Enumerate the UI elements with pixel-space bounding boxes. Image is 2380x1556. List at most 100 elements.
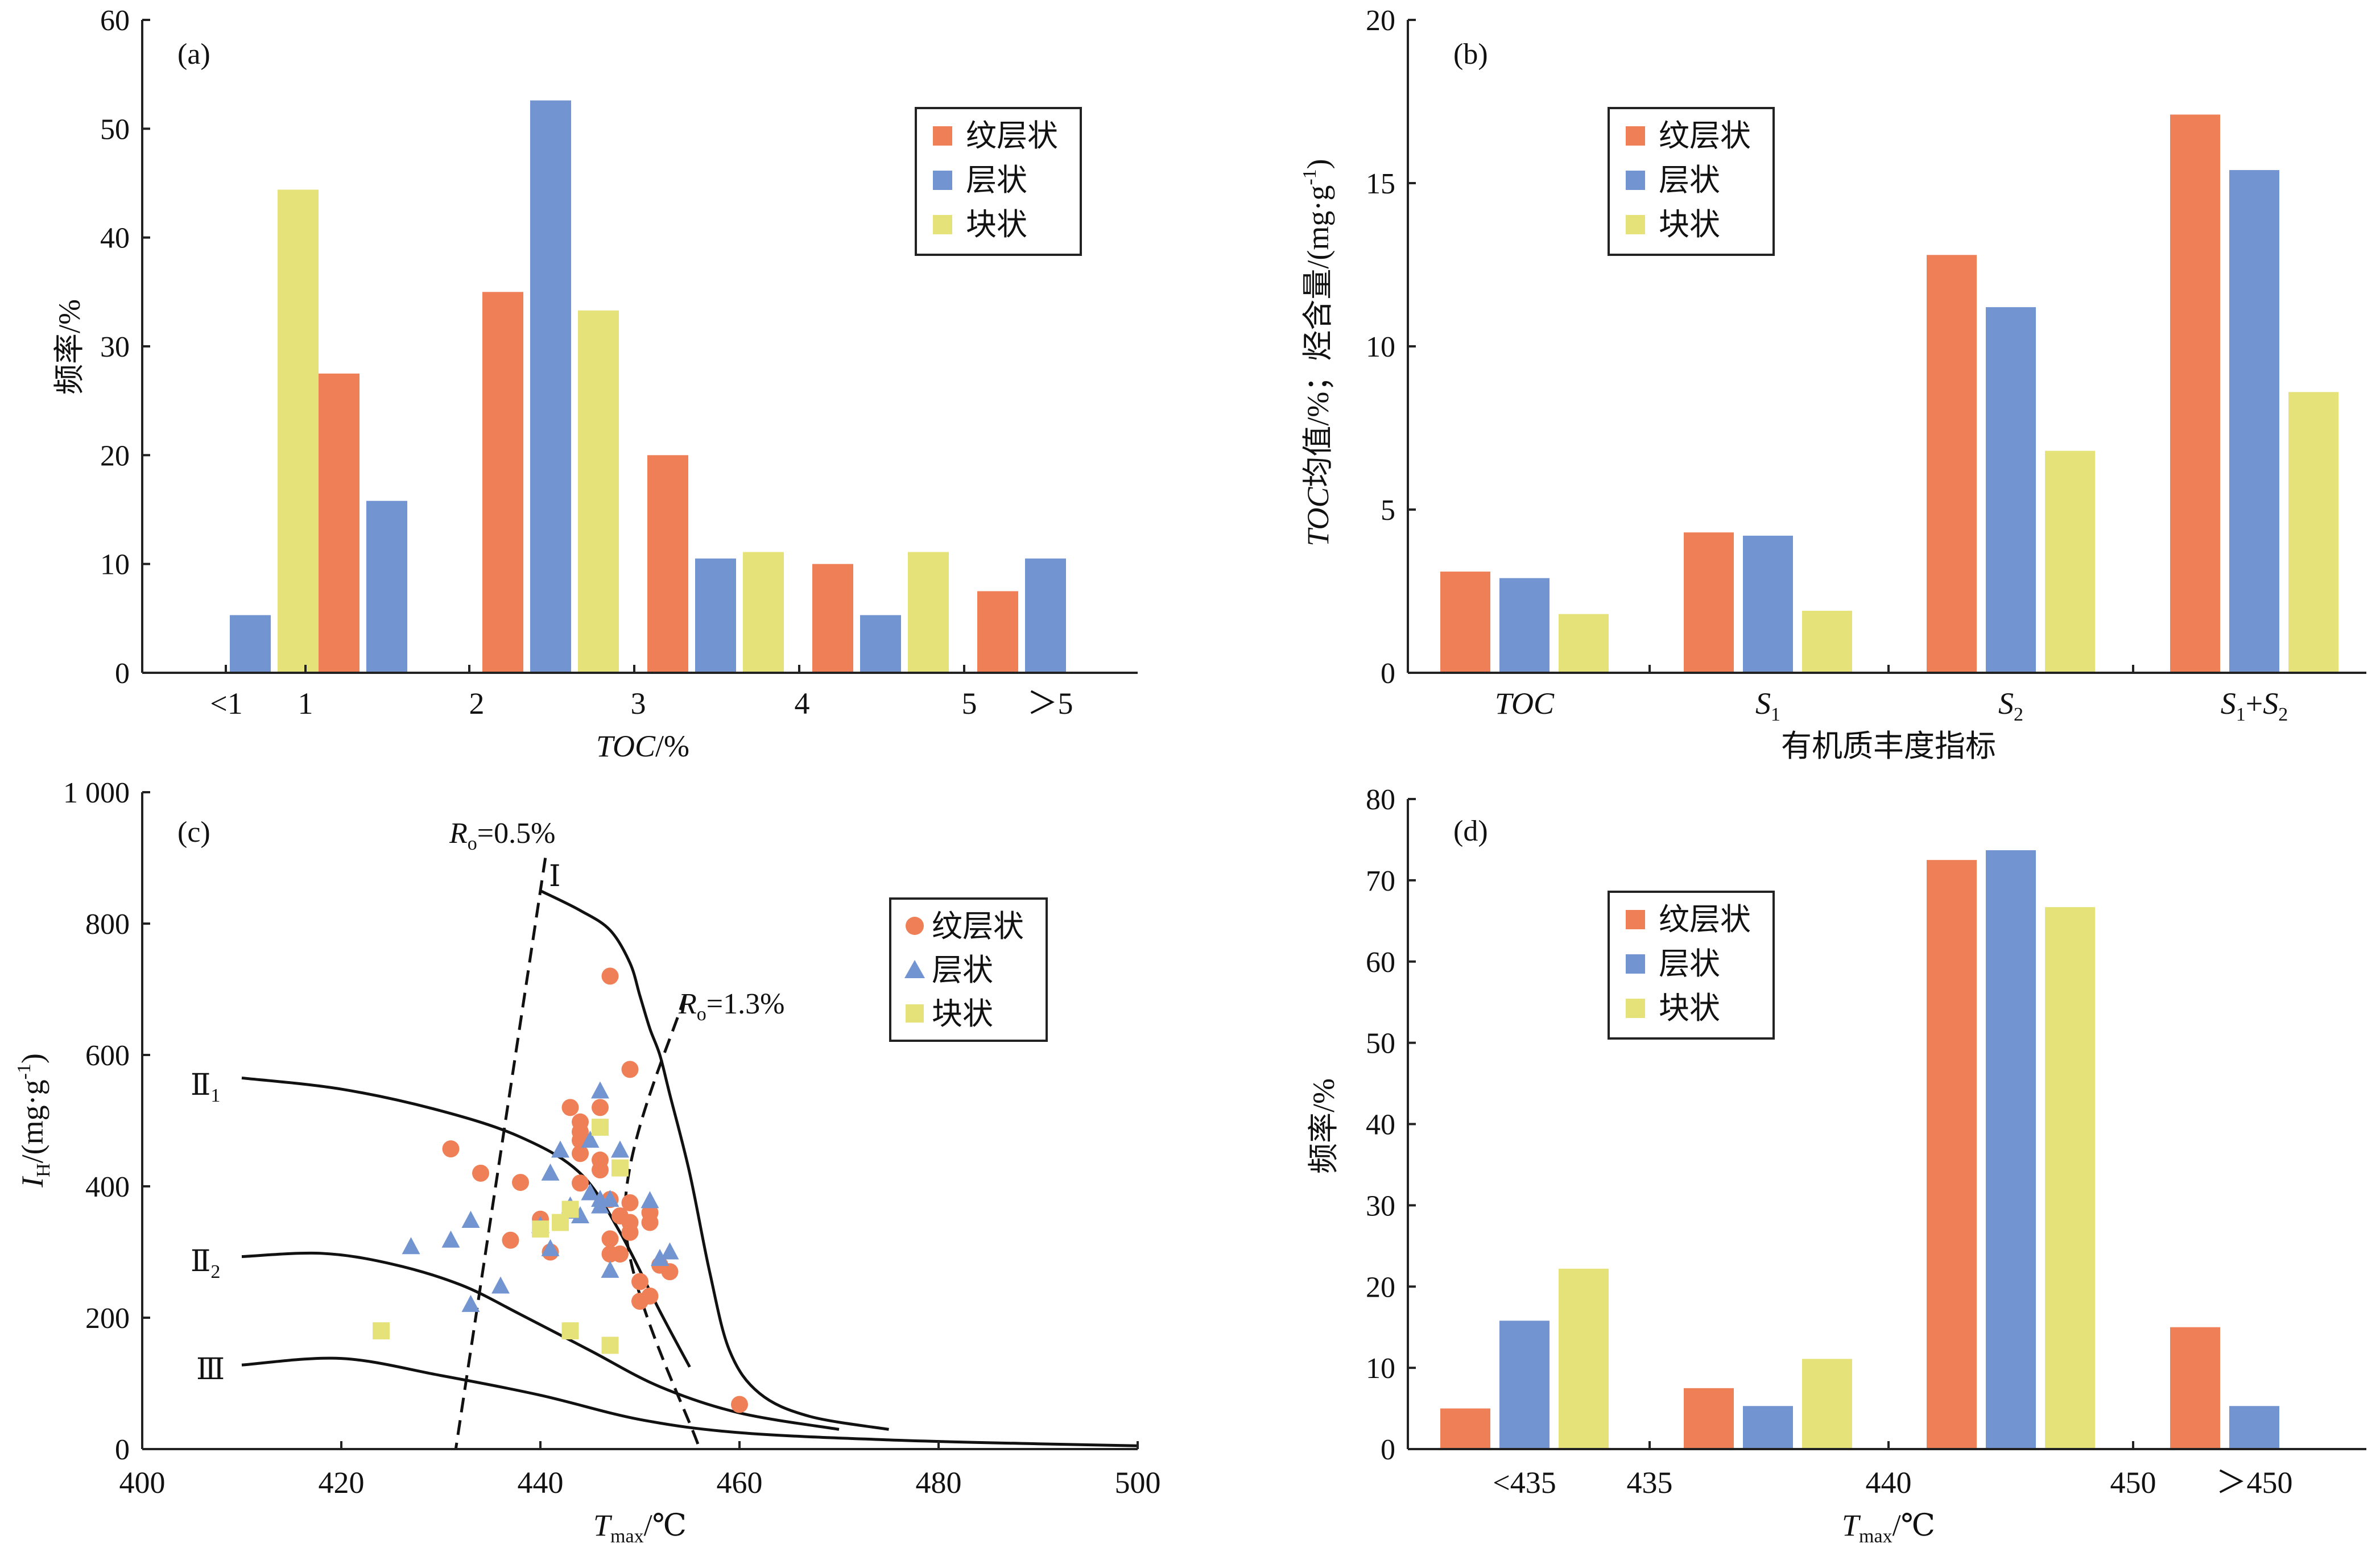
legend-marker-laminated: [906, 917, 924, 935]
panel-b-bar-laminated: [1684, 532, 1734, 673]
panel-c: 0 200 400 600 800 1 000 400 420 440 460 480 500 (c)…: [14, 777, 1161, 1547]
panel-d-bar-layered: [2229, 1406, 2279, 1449]
panel-a-y-tick-label: 20: [100, 440, 130, 472]
point-massive: [611, 1159, 629, 1177]
panel-c-x-tick-label: 440: [518, 1466, 564, 1500]
panel-c-x-tick-label: 500: [1115, 1466, 1161, 1500]
panel-a-y-tick-label: 60: [100, 5, 130, 37]
panel-d-label: (d): [1453, 815, 1488, 847]
ro-0.5-label: Ro=0.5%: [449, 817, 555, 854]
panel-a-bar-massive: [908, 552, 949, 673]
panel-c-y-axis-title: IH/(mg·g-1): [14, 1053, 54, 1188]
panel-d-y-tick-label: 50: [1366, 1028, 1395, 1060]
point-layered: [591, 1081, 609, 1099]
point-laminated: [601, 1230, 619, 1248]
panel-d-y-tick-label: 10: [1366, 1352, 1395, 1385]
type-i-curve: [539, 889, 889, 1431]
panel-d-x-tick-label: <435: [1493, 1466, 1556, 1500]
point-massive: [592, 1119, 609, 1136]
point-laminated: [601, 967, 619, 985]
ro-0.5-line: [454, 858, 547, 1449]
panel-c-y-tick-label: 800: [85, 908, 130, 941]
legend-swatch-laminated: [1626, 910, 1645, 929]
point-laminated: [592, 1099, 609, 1116]
panel-c-x-tick-label: 480: [916, 1466, 962, 1500]
point-laminated: [512, 1174, 529, 1191]
point-layered: [591, 1196, 609, 1214]
point-layered: [581, 1183, 600, 1201]
point-laminated: [731, 1396, 748, 1413]
point-layered: [581, 1131, 600, 1148]
panel-c-x-tick-label: 400: [119, 1466, 166, 1500]
panel-a-y-axis-title: 频率/%: [52, 299, 86, 395]
legend-label-layered: 层状: [932, 953, 993, 987]
point-laminated: [561, 1099, 579, 1116]
point-laminated: [502, 1231, 519, 1249]
legend-swatch-massive: [1626, 999, 1645, 1018]
panel-a-bar-laminated: [812, 564, 853, 673]
point-layered: [461, 1211, 480, 1228]
panel-c-y-tick-label: 0: [115, 1434, 130, 1466]
point-laminated: [641, 1287, 659, 1305]
legend-swatch-layered: [1626, 171, 1645, 190]
legend-marker-layered: [904, 960, 925, 978]
legend-label-laminated: 纹层状: [1659, 119, 1751, 153]
panel-a-bar-laminated: [647, 455, 688, 673]
panel-c-y-tick-label: 200: [85, 1302, 130, 1335]
panel-b-bar-massive: [1559, 614, 1609, 673]
point-layered: [601, 1190, 619, 1207]
panel-d-y-tick-label: 40: [1366, 1109, 1395, 1141]
legend-label-layered: 层状: [1659, 163, 1720, 197]
point-laminated: [621, 1223, 639, 1241]
point-layered: [571, 1206, 589, 1223]
ro-1.3-label: Ro=1.3%: [678, 988, 784, 1025]
panel-d-bar-massive: [2045, 907, 2095, 1449]
panel-b-bar-layered: [1986, 307, 2036, 673]
panel-b-bar-massive: [2288, 392, 2338, 673]
panel-a-bar-layered: [366, 500, 407, 673]
point-layered: [651, 1249, 669, 1267]
panel-b-y-tick-label: 0: [1381, 657, 1395, 690]
point-laminated: [592, 1161, 609, 1179]
category-label-toc: TOC: [1495, 686, 1555, 721]
panel-d-x-tick-label: ＞450: [2216, 1466, 2293, 1500]
legend-label-laminated: 纹层状: [1659, 903, 1751, 937]
panel-d-x-tick-label: 435: [1627, 1466, 1673, 1500]
point-layered: [491, 1276, 510, 1294]
point-layered: [551, 1140, 569, 1158]
panel-d-bar-layered: [1499, 1321, 1550, 1449]
panel-d-x-axis-title: Tmax/℃: [1842, 1508, 1935, 1547]
panel-d-bar-laminated: [1927, 860, 1977, 1449]
point-laminated: [621, 1194, 639, 1211]
panel-d: 0 10 20 30 40 50 60 70 80 <435 435 440 450 ＞450 (d) T…: [1307, 784, 2366, 1547]
point-layered: [601, 1260, 619, 1278]
panel-b-category-labels: TOC S1 S2 S1+S2: [1495, 686, 2288, 725]
point-laminated: [641, 1214, 659, 1231]
point-massive: [532, 1220, 549, 1238]
panel-c-x-axis-title: Tmax/℃: [593, 1508, 687, 1547]
panel-c-label: (c): [177, 816, 210, 849]
point-laminated: [572, 1145, 589, 1162]
point-layered: [402, 1237, 420, 1255]
panel-d-y-tick-label: 60: [1366, 946, 1395, 979]
panel-a-x-tick-label: 4: [795, 686, 810, 721]
panel-a-bar-layered: [230, 615, 271, 673]
panel-a-x-tick-label: 1: [298, 686, 313, 721]
type-iii-curve: [241, 1356, 1138, 1447]
panel-a-y-tick-label: 30: [100, 331, 130, 363]
legend-marker-massive: [906, 1004, 924, 1023]
legend-label-massive: 块状: [1659, 208, 1720, 242]
panel-b-y-tick-label: 10: [1366, 331, 1395, 363]
panel-b-bar-layered: [1499, 578, 1550, 673]
point-layered: [541, 1239, 560, 1256]
panel-b-legend: 纹层状 层状 块状: [1608, 107, 1775, 256]
point-laminated: [442, 1140, 460, 1158]
legend-label-laminated: 纹层状: [932, 909, 1024, 943]
legend-swatch-massive: [933, 215, 952, 234]
panel-b-bar-massive: [1802, 610, 1852, 673]
legend-label-massive: 块状: [966, 208, 1027, 242]
legend-swatch-layered: [933, 171, 952, 190]
legend-swatch-laminated: [933, 126, 952, 146]
panel-b-bar-laminated: [1440, 572, 1490, 673]
legend-swatch-layered: [1626, 954, 1645, 974]
